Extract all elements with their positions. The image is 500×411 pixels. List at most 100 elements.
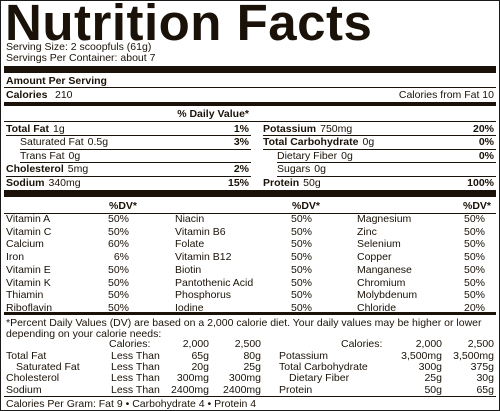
ref-cell: Cholesterol <box>6 372 60 385</box>
nutrient-amount: 1g <box>52 123 65 135</box>
calories-value: 210 <box>55 89 73 101</box>
vitamin-name: Iron <box>6 251 25 264</box>
ref-cell: Total Carbohydrate <box>279 361 368 374</box>
ref-cell: 30g <box>476 372 494 385</box>
rule <box>4 102 496 106</box>
ref-cell: 50g <box>424 383 442 396</box>
rule <box>4 190 496 197</box>
nutrient-amount: 0.5g <box>87 136 109 149</box>
footer: Calories Per Gram: Fat 9 • Carbohydrate … <box>6 398 257 410</box>
vitamin-name: Vitamin A <box>6 213 51 225</box>
nutrient-name: Protein <box>263 176 300 189</box>
ref-cell: 300mg <box>228 372 261 385</box>
nutrient-amount: 0g <box>314 163 326 176</box>
vitamin-name: Chromium <box>357 276 406 289</box>
ref-cell: 3,500mg <box>401 350 442 362</box>
rule <box>263 135 496 137</box>
ref-header: Calories: <box>109 338 151 350</box>
nutrient-dv: 1% <box>233 123 249 135</box>
nutrient-dv: 2% <box>233 163 249 176</box>
vitamin-dv: 50% <box>463 251 485 264</box>
vitamin-name: Folate <box>175 238 205 251</box>
vitamin-dv: 20% <box>463 301 485 314</box>
ref-cell: Protein <box>279 383 313 396</box>
nutrient-dv: 100% <box>467 176 494 189</box>
nutrient-amount: 0g <box>362 136 375 149</box>
ref-header: 2,000 <box>415 338 442 350</box>
vitamin-dv: 50% <box>290 225 312 238</box>
vitamin-dv: 50% <box>290 213 312 225</box>
ref-header: 2,500 <box>467 338 494 350</box>
amount-per-serving: Amount Per Serving <box>6 75 107 87</box>
vitamin-name: Manganese <box>357 263 412 276</box>
nutrient-name: Cholesterol <box>6 163 64 176</box>
serving-size: Serving Size: 2 scoopfuls (61g) <box>6 41 152 53</box>
nutrient-dv: 15% <box>227 176 249 189</box>
vitamin-name: Iodine <box>175 301 204 314</box>
dv-column-header: %DV* <box>463 200 492 212</box>
vitamin-dv: 50% <box>290 289 312 302</box>
nutrient-name: Total Fat <box>6 123 49 135</box>
rule <box>4 87 496 88</box>
vitamin-dv: 50% <box>463 263 485 276</box>
ref-cell: 80g <box>243 350 261 362</box>
ref-header: 2,000 <box>182 338 209 350</box>
vitamin-dv: 50% <box>107 301 129 314</box>
ref-cell: 65g <box>476 383 494 396</box>
footnote: *Percent Daily Values (DV) are based on … <box>6 317 482 329</box>
vitamin-dv: 50% <box>463 238 485 251</box>
ref-cell: 65g <box>191 350 209 362</box>
vitamin-dv: 50% <box>463 289 485 302</box>
nutrient-dv: 3% <box>233 136 249 149</box>
vitamin-name: Zinc <box>357 225 377 238</box>
vitamin-name: Vitamin K <box>6 276 51 289</box>
nutrient-name: Saturated Fat <box>20 136 84 149</box>
vitamin-name: Biotin <box>175 263 202 276</box>
vitamin-name: Molybdenum <box>357 289 418 302</box>
nutrient-amount: 50g <box>303 176 321 189</box>
ref-cell: Less Than <box>111 350 160 362</box>
nutrient-name: Trans Fat <box>20 149 65 162</box>
ref-cell: 375g <box>470 361 494 374</box>
vitamin-dv: 50% <box>107 225 129 238</box>
ref-cell: Dietary Fiber <box>289 372 350 385</box>
ref-cell: Total Fat <box>6 350 47 362</box>
nutrient-dv: 0% <box>478 136 494 149</box>
nutrient-name: Potassium <box>263 123 317 135</box>
rule <box>4 312 496 315</box>
vitamin-name: Niacin <box>175 213 205 225</box>
ref-cell: Sodium <box>6 383 42 396</box>
rule <box>263 148 496 150</box>
vitamin-dv: 50% <box>107 276 129 289</box>
title: Nutrition Facts <box>5 0 373 51</box>
vitamin-name: Riboflavin <box>6 301 53 314</box>
vitamin-dv: 50% <box>463 225 485 238</box>
dv-column-header: %DV* <box>109 200 138 212</box>
rule <box>4 66 496 73</box>
rule <box>4 396 496 397</box>
vitamin-dv: 50% <box>463 276 485 289</box>
nutrient-name: Total Carbohydrate <box>263 136 359 149</box>
vitamin-dv: 60% <box>107 238 129 251</box>
dv-column-header: %DV* <box>292 200 321 212</box>
nutrient-name: Sugars <box>277 163 311 176</box>
vitamin-dv: 50% <box>290 276 312 289</box>
rule <box>20 162 251 164</box>
ref-cell: 300mg <box>176 372 209 385</box>
ref-header: Calories: <box>341 338 383 350</box>
vitamin-name: Vitamin C <box>6 225 52 238</box>
vitamin-dv: 50% <box>107 263 129 276</box>
vitamin-name: Thiamin <box>6 289 44 302</box>
ref-cell: 300g <box>418 361 442 374</box>
vitamin-name: Chloride <box>357 301 397 314</box>
rule <box>277 162 496 164</box>
dv-header: % Daily Value* <box>177 108 249 120</box>
footnote: depending on your calorie needs: <box>6 328 162 340</box>
ref-cell: 2400mg <box>223 383 261 396</box>
vitamin-dv: 50% <box>107 289 129 302</box>
vitamin-name: Pantothenic Acid <box>175 276 254 289</box>
vitamin-name: Vitamin B12 <box>175 251 232 264</box>
rule <box>6 175 251 177</box>
ref-cell: Less Than <box>111 361 160 374</box>
